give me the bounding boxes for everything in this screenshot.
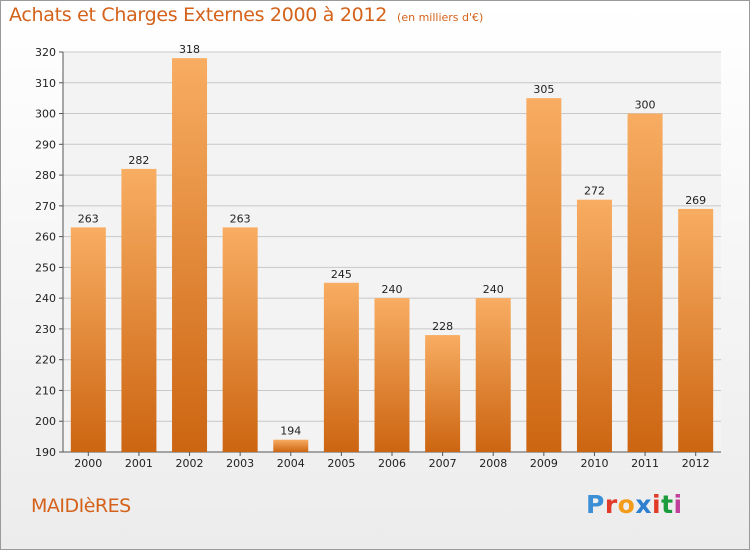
bar-value-label: 245 [331, 268, 352, 281]
bar [172, 58, 208, 453]
x-tick-label: 2012 [682, 457, 710, 470]
y-tick-label: 320 [35, 46, 56, 59]
bar-value-label: 272 [584, 185, 605, 198]
bar-value-label: 282 [128, 154, 149, 167]
x-tick-label: 2001 [125, 457, 153, 470]
bar [273, 439, 309, 452]
y-tick-label: 290 [35, 138, 56, 151]
logo-letter: i [673, 490, 683, 519]
logo-letter: o [617, 490, 636, 519]
logo-letter: r [604, 490, 618, 519]
bar-value-label: 305 [533, 83, 554, 96]
bar [323, 282, 359, 452]
bar-value-label: 228 [432, 320, 453, 333]
x-tick-label: 2004 [277, 457, 305, 470]
commune-name: MAIDIèRES [31, 495, 131, 517]
bar [374, 298, 410, 452]
logo-letter: t [661, 490, 674, 519]
bar [425, 335, 461, 452]
logo-letter: P [586, 490, 605, 519]
bar [222, 227, 258, 452]
bar-value-label: 240 [382, 283, 403, 296]
y-tick-label: 240 [35, 292, 56, 305]
x-tick-label: 2008 [479, 457, 507, 470]
y-tick-label: 220 [35, 354, 56, 367]
bar-value-label: 300 [635, 99, 656, 112]
y-tick-label: 270 [35, 200, 56, 213]
title-text: Achats et Charges Externes 2000 à 2012 [9, 4, 388, 26]
bar-value-label: 240 [483, 283, 504, 296]
y-tick-label: 300 [35, 108, 56, 121]
bar-value-label: 194 [280, 425, 301, 438]
logo-letter: x [635, 490, 652, 519]
logo-letter: i [652, 490, 662, 519]
y-tick-label: 310 [35, 77, 56, 90]
x-tick-label: 2006 [378, 457, 406, 470]
bar-value-label: 263 [78, 212, 99, 225]
x-tick-label: 2002 [176, 457, 204, 470]
y-tick-label: 190 [35, 446, 56, 459]
bar [121, 168, 157, 452]
y-tick-label: 230 [35, 323, 56, 336]
y-tick-label: 250 [35, 261, 56, 274]
x-tick-label: 2003 [226, 457, 254, 470]
bar [475, 298, 511, 452]
x-tick-label: 2011 [631, 457, 659, 470]
bar [70, 227, 106, 452]
bar-value-label: 263 [230, 212, 251, 225]
title-unit: (en milliers d'€) [397, 11, 484, 24]
x-tick-label: 2007 [429, 457, 457, 470]
y-tick-label: 260 [35, 231, 56, 244]
x-tick-label: 2000 [74, 457, 102, 470]
x-tick-label: 2005 [327, 457, 355, 470]
y-tick-label: 210 [35, 384, 56, 397]
x-tick-label: 2010 [580, 457, 608, 470]
bar-value-label: 318 [179, 43, 200, 56]
y-tick-label: 200 [35, 415, 56, 428]
bar [526, 98, 562, 453]
x-tick-label: 2009 [530, 457, 558, 470]
bar [627, 113, 663, 453]
proxiti-logo: Proxiti [586, 490, 683, 519]
bar [678, 208, 714, 452]
bar [576, 199, 612, 452]
bar-value-label: 269 [685, 194, 706, 207]
chart-title: Achats et Charges Externes 2000 à 2012 (e… [9, 4, 483, 26]
y-tick-label: 280 [35, 169, 56, 182]
